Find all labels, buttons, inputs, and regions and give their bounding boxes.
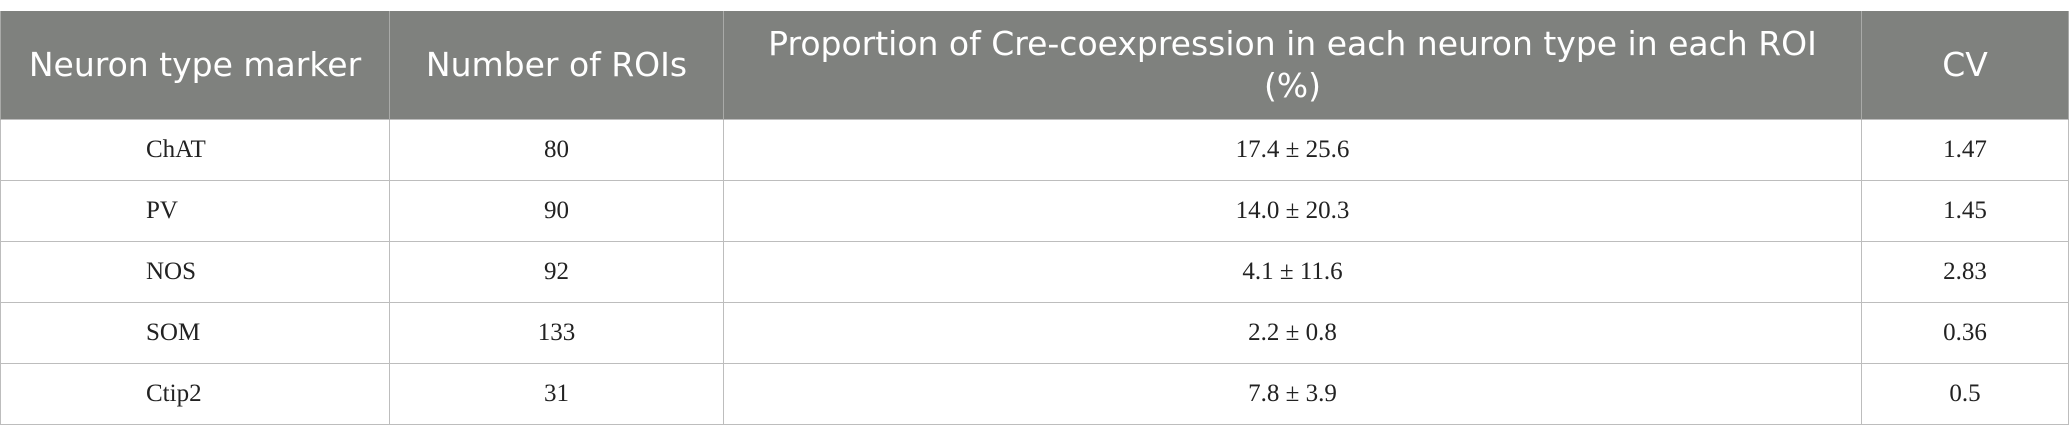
table-cell: 90	[389, 179, 724, 242]
data-table: Neuron type marker Number of ROIs Proporti…	[0, 11, 2069, 425]
table-cell: 1.47	[1861, 118, 2069, 181]
table-cell: NOS	[0, 240, 390, 303]
table-cell: 31	[389, 362, 724, 425]
table-cell: 133	[389, 301, 724, 364]
table-cell: 2.2 ± 0.8	[723, 301, 1862, 364]
table-cell: ChAT	[0, 118, 390, 181]
table-cell: Ctip2	[0, 362, 390, 425]
table-row: Ctip2 31 7.8 ± 3.9 0.5	[0, 362, 2069, 425]
column-header: Number of ROIs	[389, 11, 724, 119]
header-row: Neuron type marker Number of ROIs Proporti…	[0, 11, 2069, 119]
table-cell: 7.8 ± 3.9	[723, 362, 1862, 425]
table-cell: PV	[0, 179, 390, 242]
column-header: CV	[1861, 11, 2069, 119]
table-cell: 17.4 ± 25.6	[723, 118, 1862, 181]
table-cell: 0.36	[1861, 301, 2069, 364]
table-cell: 0.5	[1861, 362, 2069, 425]
column-header: Proportion of Cre-coexpression in each n…	[723, 11, 1862, 119]
table-container: Neuron type marker Number of ROIs Proporti…	[0, 11, 2069, 425]
table-cell: 1.45	[1861, 179, 2069, 242]
table-row: SOM 133 2.2 ± 0.8 0.36	[0, 301, 2069, 364]
table-row: PV 90 14.0 ± 20.3 1.45	[0, 179, 2069, 242]
column-header: Neuron type marker	[0, 11, 390, 119]
table-cell: 14.0 ± 20.3	[723, 179, 1862, 242]
table-body: ChAT 80 17.4 ± 25.6 1.47 PV 90 14.0 ± 20.3 1.45…	[0, 118, 2069, 425]
table-row: ChAT 80 17.4 ± 25.6 1.47	[0, 118, 2069, 181]
table-cell: 80	[389, 118, 724, 181]
table-header: Neuron type marker Number of ROIs Proporti…	[0, 11, 2069, 119]
table-cell: 2.83	[1861, 240, 2069, 303]
table-cell: 4.1 ± 11.6	[723, 240, 1862, 303]
table-cell: SOM	[0, 301, 390, 364]
table-row: NOS 92 4.1 ± 11.6 2.83	[0, 240, 2069, 303]
table-cell: 92	[389, 240, 724, 303]
